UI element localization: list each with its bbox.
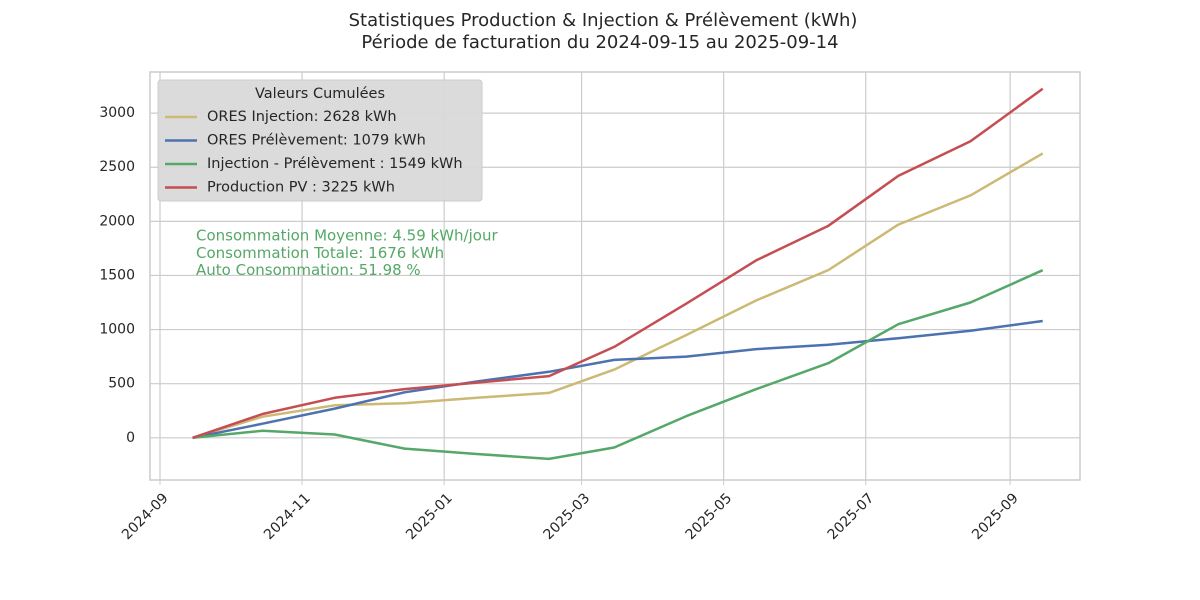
x-tick-label: 2025-07 xyxy=(825,490,878,543)
legend-label: Production PV : 3225 kWh xyxy=(207,180,395,196)
y-tick-label: 3000 xyxy=(99,105,135,121)
series-line xyxy=(192,269,1044,461)
x-tick-label: 2025-01 xyxy=(403,490,456,543)
x-tick-label: 2025-09 xyxy=(969,490,1022,543)
x-tick-label: 2024-09 xyxy=(119,490,172,543)
series-line xyxy=(192,319,1043,440)
y-tick-label: 2000 xyxy=(99,213,135,229)
legend-label: ORES Injection: 2628 kWh xyxy=(207,109,397,125)
chart-subtitle: Période de facturation du 2024-09-15 au … xyxy=(361,32,838,53)
y-tick-label: 500 xyxy=(108,376,135,392)
annotation: Consommation Moyenne: 4.59 kWh/jour xyxy=(196,227,498,245)
y-tick-label: 1500 xyxy=(99,267,135,283)
x-tick-label: 2025-05 xyxy=(683,490,736,543)
legend-label: Injection - Prélèvement : 1549 kWh xyxy=(207,156,463,172)
annotation: Auto Consommation: 51.98 % xyxy=(196,261,421,279)
legend-label: ORES Prélèvement: 1079 kWh xyxy=(207,133,426,149)
legend-box xyxy=(157,79,483,202)
chart-title: Statistiques Production & Injection & Pr… xyxy=(349,10,858,31)
x-tick-label: 2024-11 xyxy=(261,490,314,543)
y-tick-label: 2500 xyxy=(99,159,135,175)
annotation: Consommation Totale: 1676 kWh xyxy=(196,244,444,262)
y-tick-label: 1000 xyxy=(99,322,135,338)
series-line xyxy=(192,152,1044,439)
y-tick-label: 0 xyxy=(126,430,135,446)
legend-title: Valeurs Cumulées xyxy=(255,86,385,102)
x-tick-label: 2025-03 xyxy=(541,490,594,543)
series-line xyxy=(192,87,1044,439)
